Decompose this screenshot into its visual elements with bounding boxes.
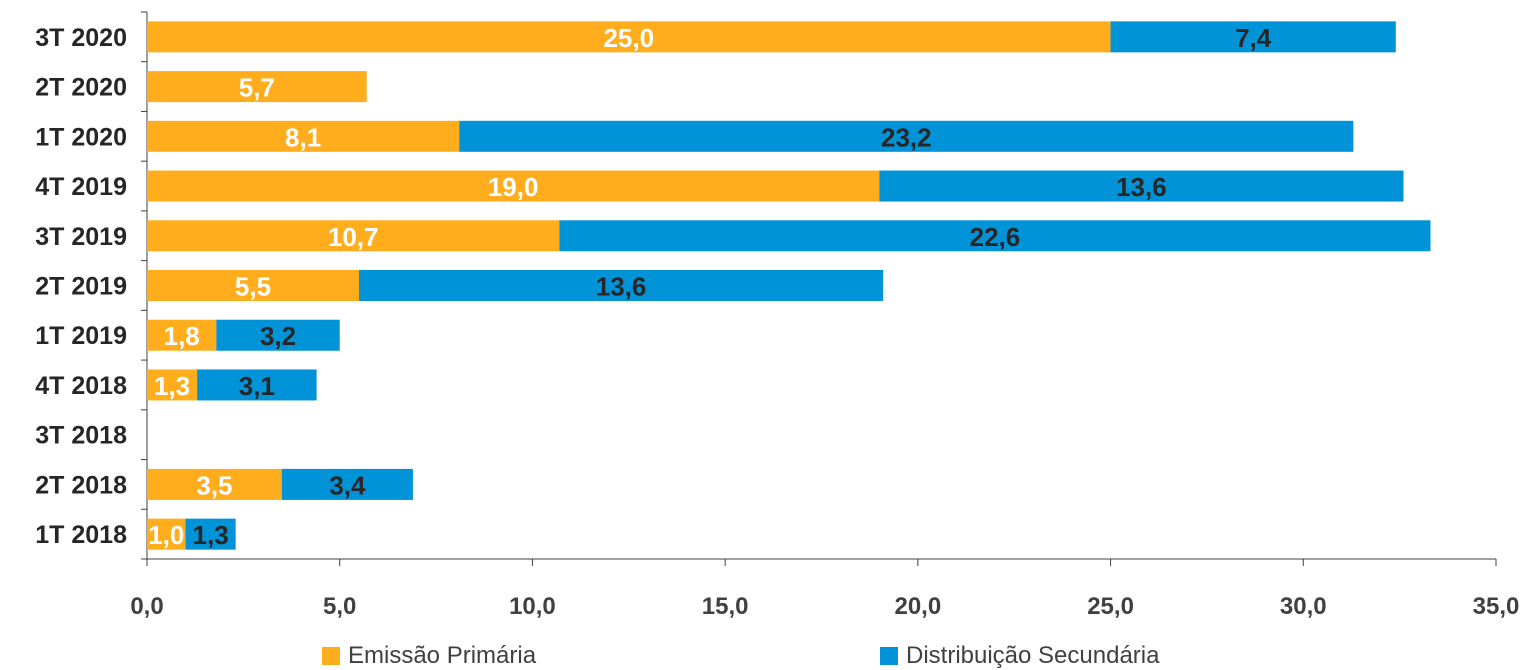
data-label-distribuicao-secundaria: 13,6 xyxy=(1116,172,1167,202)
bar-distribuicao-secundaria xyxy=(559,220,1431,252)
data-label-emissao-primaria: 3,5 xyxy=(196,470,232,500)
data-label-emissao-primaria: 8,1 xyxy=(285,122,321,152)
data-label-distribuicao-secundaria: 1,3 xyxy=(193,520,229,550)
data-label-emissao-primaria: 1,0 xyxy=(148,520,184,550)
bar-emissao-primaria xyxy=(147,369,198,401)
bar-emissao-primaria xyxy=(147,518,186,550)
legend-item-emissao-primaria: Emissão Primária xyxy=(322,642,536,670)
bar-distribuicao-secundaria xyxy=(216,319,340,351)
legend-label-distribuicao-secundaria: Distribuição Secundária xyxy=(906,642,1160,669)
data-label-emissao-primaria: 10,7 xyxy=(328,222,379,252)
bar-distribuicao-secundaria xyxy=(281,468,413,500)
y-category-label: 3T 2019 xyxy=(35,223,127,251)
bar-emissao-primaria xyxy=(147,120,460,152)
x-tick-label: 30,0 xyxy=(1280,593,1327,620)
bar-distribuicao-secundaria xyxy=(1110,21,1396,53)
y-category-label: 3T 2020 xyxy=(35,24,127,52)
bar-distribuicao-secundaria xyxy=(197,369,317,401)
bar-emissao-primaria xyxy=(147,71,367,103)
x-tick-label: 15,0 xyxy=(702,593,749,620)
legend-label-emissao-primaria: Emissão Primária xyxy=(348,642,537,669)
bar-distribuicao-secundaria xyxy=(459,120,1354,152)
bar-emissao-primaria xyxy=(147,21,1111,53)
data-label-distribuicao-secundaria: 13,6 xyxy=(596,272,647,302)
bar-emissao-primaria xyxy=(147,170,880,202)
data-label-emissao-primaria: 5,5 xyxy=(235,272,271,302)
data-label-distribuicao-secundaria: 23,2 xyxy=(881,122,932,152)
y-category-label: 1T 2019 xyxy=(35,322,127,350)
y-category-label: 2T 2018 xyxy=(35,471,127,499)
data-label-emissao-primaria: 19,0 xyxy=(488,172,539,202)
data-label-emissao-primaria: 1,3 xyxy=(154,371,190,401)
data-label-distribuicao-secundaria: 3,4 xyxy=(329,470,366,500)
bar-emissao-primaria xyxy=(147,468,282,500)
y-category-label: 2T 2020 xyxy=(35,74,127,102)
bar-emissao-primaria xyxy=(147,270,359,301)
bar-distribuicao-secundaria xyxy=(879,170,1404,202)
x-tick-label: 25,0 xyxy=(1087,593,1134,620)
data-label-emissao-primaria: 25,0 xyxy=(603,23,654,53)
x-tick-label: 0,0 xyxy=(130,593,163,620)
y-category-label: 3T 2018 xyxy=(35,422,127,450)
data-label-distribuicao-secundaria: 7,4 xyxy=(1235,23,1272,53)
legend-swatch-distribuicao-secundaria xyxy=(880,647,898,665)
x-tick-label: 10,0 xyxy=(509,593,556,620)
bar-distribuicao-secundaria xyxy=(358,270,884,301)
data-label-distribuicao-secundaria: 22,6 xyxy=(970,222,1021,252)
y-category-label: 2T 2019 xyxy=(35,273,127,301)
x-tick-label: 20,0 xyxy=(894,593,941,620)
data-label-emissao-primaria: 5,7 xyxy=(239,73,275,103)
bar-emissao-primaria xyxy=(147,220,560,252)
y-category-label: 4T 2018 xyxy=(35,372,127,400)
y-category-label: 1T 2018 xyxy=(35,521,127,549)
data-label-distribuicao-secundaria: 3,2 xyxy=(260,321,296,351)
x-tick-label: 35,0 xyxy=(1473,593,1520,620)
legend-item-distribuicao-secundaria: Distribuição Secundária xyxy=(880,642,1159,670)
bar-emissao-primaria xyxy=(147,319,217,351)
y-category-label: 1T 2020 xyxy=(35,123,127,151)
legend-swatch-emissao-primaria xyxy=(322,647,340,665)
x-tick-label: 5,0 xyxy=(323,593,356,620)
bar-distribuicao-secundaria xyxy=(185,518,236,550)
data-label-emissao-primaria: 1,8 xyxy=(164,321,200,351)
data-label-distribuicao-secundaria: 3,1 xyxy=(239,371,275,401)
y-category-label: 4T 2019 xyxy=(35,173,127,201)
